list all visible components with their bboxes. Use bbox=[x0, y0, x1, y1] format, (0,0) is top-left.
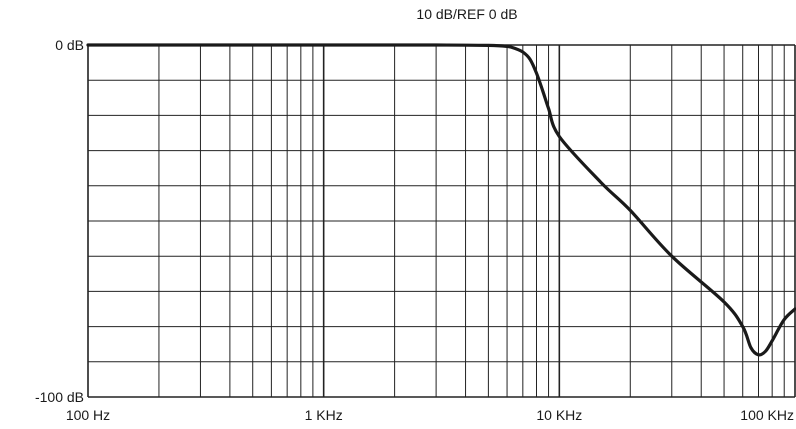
y-tick-label: -100 dB bbox=[35, 389, 84, 405]
response-curve bbox=[86, 43, 796, 357]
grid bbox=[87, 44, 796, 398]
x-axis-ticks: 100 Hz 1 KHz 10 KHz 100 KHz bbox=[66, 407, 794, 423]
x-tick-label: 1 KHz bbox=[305, 407, 343, 423]
y-tick-label: 0 dB bbox=[55, 37, 84, 53]
x-tick-label: 100 Hz bbox=[66, 407, 110, 423]
x-tick-label: 100 KHz bbox=[740, 407, 794, 423]
y-axis-ticks: 0 dB -100 dB bbox=[35, 37, 84, 405]
x-tick-label: 10 KHz bbox=[536, 407, 582, 423]
chart-title: 10 dB/REF 0 dB bbox=[416, 6, 517, 22]
